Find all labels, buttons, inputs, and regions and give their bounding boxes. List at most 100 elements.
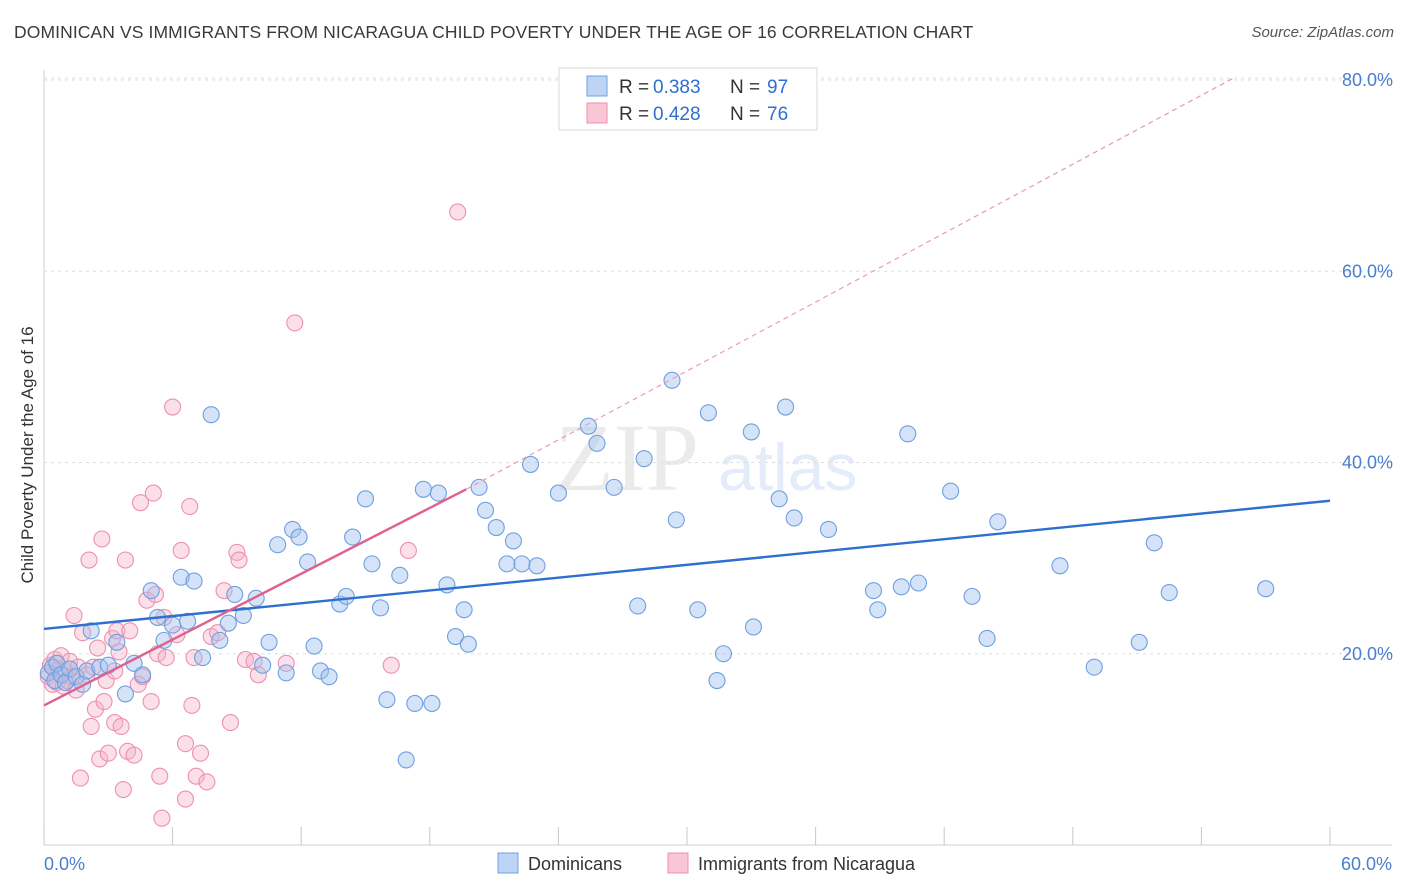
dominicans-point: [667, 511, 685, 529]
nicaragua-point: [116, 551, 134, 569]
nicaragua-point: [181, 497, 199, 516]
dominicans-point: [521, 455, 540, 473]
dominicans-point: [699, 404, 717, 422]
dominicans-point: [260, 633, 278, 651]
watermark: ZIP atlas: [555, 404, 857, 511]
series-dominicans-points: [39, 371, 1275, 769]
dominicans-point: [371, 599, 390, 617]
legend-r-value-2: 0.428: [653, 104, 701, 125]
dominicans-point: [504, 532, 522, 550]
dominicans-point: [864, 582, 883, 600]
dominicans-point: [142, 582, 160, 600]
dominicans-point: [406, 694, 424, 713]
dominicans-point: [770, 490, 788, 508]
nicaragua-point: [131, 494, 149, 512]
nicaragua-point: [112, 717, 130, 735]
legend-swatch-dominicans: [586, 75, 608, 97]
nicaragua-point: [172, 541, 190, 560]
nicaragua-point: [187, 767, 205, 785]
nicaragua-point: [144, 484, 162, 502]
dominicans-point: [172, 568, 190, 586]
dominicans-point: [605, 478, 623, 496]
nicaragua-point: [382, 656, 400, 674]
dominicans-point: [1130, 633, 1148, 651]
chart-source: Source: ZipAtlas.com: [1251, 24, 1394, 41]
gridlines: [44, 77, 1392, 655]
dominicans-point: [194, 649, 212, 667]
dominicans-point: [635, 450, 653, 468]
dominicans-point: [82, 622, 100, 640]
dominicans-point: [1145, 534, 1163, 552]
nicaragua-point: [449, 203, 467, 221]
dominicans-point: [78, 662, 96, 680]
dominicans-point: [498, 555, 516, 573]
nicaragua-point: [230, 551, 248, 569]
nicaragua-point: [157, 649, 175, 667]
dominicans-point: [202, 406, 220, 424]
dominicans-point: [819, 520, 838, 538]
y-axis-title: Child Poverty Under the Age of 16: [18, 326, 37, 583]
legend-n-label-1: N =: [730, 77, 760, 98]
dominicans-point: [219, 614, 237, 632]
legend-r-label-1: R =: [619, 77, 649, 98]
nicaragua-point: [114, 780, 132, 799]
nicaragua-point: [399, 541, 417, 560]
nicaragua-point: [71, 769, 89, 787]
dominicans-point: [344, 528, 362, 546]
nicaragua-point: [164, 398, 182, 416]
dominicans-point: [108, 633, 126, 651]
nicaragua-point: [89, 639, 107, 657]
dominicans-point: [528, 557, 546, 575]
nicaragua-point: [151, 767, 169, 785]
dominicans-point: [476, 501, 495, 519]
dominicans-point: [1051, 557, 1069, 575]
nicaragua-point: [82, 717, 100, 735]
bottom-legend-swatch-nicaragua: [667, 852, 689, 874]
x-ticks: [43, 827, 1331, 845]
dominicans-point: [254, 656, 272, 674]
dominicans-point: [588, 434, 606, 452]
dominicans-point: [269, 536, 287, 554]
nicaragua-point: [65, 606, 83, 625]
dominicans-trend-line: [43, 499, 1331, 631]
dominicans-point: [942, 482, 960, 500]
dominicans-point: [290, 528, 308, 546]
dominicans-point: [378, 691, 396, 709]
dominicans-point: [311, 662, 330, 680]
dominicans-point: [714, 645, 732, 663]
dominicans-point: [185, 572, 203, 590]
bottom-legend-label-nicaragua: Immigrants from Nicaragua: [698, 854, 916, 874]
nicaragua-point: [185, 649, 203, 667]
nicaragua-point: [198, 773, 216, 791]
dominicans-point: [892, 578, 910, 596]
dominicans-point: [414, 480, 432, 498]
dominicans-point: [629, 597, 647, 615]
dominicans-point: [320, 668, 338, 686]
dominicans-point: [179, 612, 197, 630]
dominicans-point: [363, 555, 381, 573]
nicaragua-point: [277, 654, 295, 672]
dominicans-point: [777, 398, 795, 416]
legend-r-label-2: R =: [619, 104, 649, 125]
y-tick-label: 20.0%: [1342, 644, 1393, 664]
x-tick-label-min: 0.0%: [44, 854, 85, 874]
dominicans-point: [356, 490, 375, 508]
dominicans-point: [470, 478, 488, 496]
series-nicaragua-points: [39, 203, 467, 827]
dominicans-point: [164, 616, 182, 634]
dominicans-point: [549, 484, 567, 502]
dominicans-point: [391, 566, 409, 584]
x-tick-label-max: 60.0%: [1341, 854, 1392, 874]
nicaragua-point: [142, 693, 160, 711]
nicaragua-point: [93, 530, 111, 548]
y-tick-label: 60.0%: [1342, 261, 1393, 281]
y-tick-label: 80.0%: [1342, 70, 1393, 90]
nicaragua-point: [95, 693, 113, 711]
nicaragua-trend-extension: [465, 77, 1234, 490]
bottom-legend-swatch-dominicans: [497, 852, 519, 874]
dominicans-point: [277, 664, 295, 682]
nicaragua-point: [80, 551, 98, 569]
nicaragua-point: [176, 790, 195, 808]
dominicans-point: [423, 694, 441, 713]
